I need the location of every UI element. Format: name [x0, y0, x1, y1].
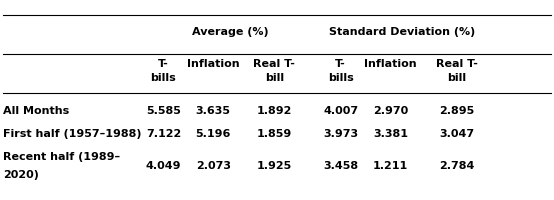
Text: Inflation: Inflation — [187, 59, 239, 69]
Text: Real T-: Real T- — [436, 59, 478, 69]
Text: Real T-: Real T- — [253, 59, 295, 69]
Text: 4.049: 4.049 — [146, 161, 181, 171]
Text: 2020): 2020) — [3, 170, 39, 180]
Text: bill: bill — [448, 73, 466, 83]
Text: Standard Deviation (%): Standard Deviation (%) — [329, 27, 475, 37]
Text: bills: bills — [328, 73, 353, 83]
Text: 2.970: 2.970 — [373, 106, 408, 116]
Text: 5.196: 5.196 — [196, 129, 231, 139]
Text: T-: T- — [335, 59, 346, 69]
Text: 3.635: 3.635 — [196, 106, 231, 116]
Text: 1.892: 1.892 — [257, 106, 292, 116]
Text: 3.458: 3.458 — [323, 161, 358, 171]
Text: Inflation: Inflation — [365, 59, 417, 69]
Text: 2.784: 2.784 — [439, 161, 475, 171]
Text: 3.381: 3.381 — [373, 129, 408, 139]
Text: bill: bill — [265, 73, 284, 83]
Text: bills: bills — [151, 73, 176, 83]
Text: 1.211: 1.211 — [373, 161, 408, 171]
Text: 2.073: 2.073 — [196, 161, 231, 171]
Text: T-: T- — [158, 59, 169, 69]
Text: Average (%): Average (%) — [192, 27, 268, 37]
Text: 1.925: 1.925 — [257, 161, 292, 171]
Text: 1.859: 1.859 — [257, 129, 292, 139]
Text: First half (1957–1988): First half (1957–1988) — [3, 129, 141, 139]
Text: 3.973: 3.973 — [323, 129, 358, 139]
Text: All Months: All Months — [3, 106, 69, 116]
Text: 2.895: 2.895 — [439, 106, 475, 116]
Text: 3.047: 3.047 — [439, 129, 475, 139]
Text: 5.585: 5.585 — [146, 106, 181, 116]
Text: 4.007: 4.007 — [323, 106, 358, 116]
Text: 7.122: 7.122 — [146, 129, 181, 139]
Text: Recent half (1989–: Recent half (1989– — [3, 152, 120, 162]
